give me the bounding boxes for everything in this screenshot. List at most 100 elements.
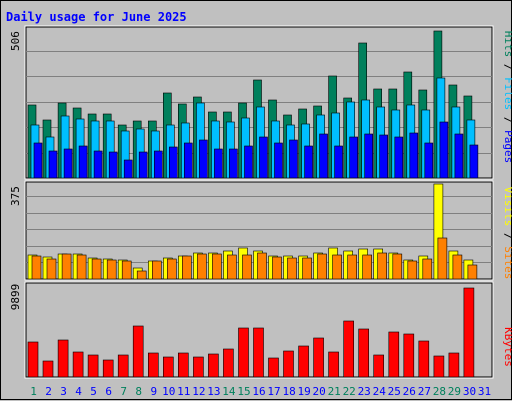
x-tick-label: 27 [418, 385, 431, 398]
bar-sites-day-30 [467, 264, 478, 280]
bar-kbytes-day-27 [418, 340, 430, 378]
bar-sites-day-1 [31, 255, 42, 280]
bar-pages-day-26 [409, 132, 419, 179]
bar-kbytes-day-1 [27, 341, 39, 378]
bar-kbytes-day-19 [298, 345, 309, 378]
x-tick-label: 2 [45, 385, 52, 398]
bar-sites-day-24 [377, 252, 388, 280]
x-tick-label: 4 [75, 385, 82, 398]
x-tick-label: 8 [135, 385, 142, 398]
x-tick-label: 3 [60, 385, 67, 398]
bar-sites-day-2 [46, 258, 57, 280]
bar-kbytes-day-22 [343, 320, 355, 378]
x-tick-label: 18 [282, 385, 295, 398]
x-tick-label: 13 [207, 385, 220, 398]
x-tick-label: 22 [343, 385, 356, 398]
series-pages [33, 121, 479, 179]
bar-pages-day-22 [349, 136, 359, 179]
bar-kbytes-day-18 [283, 350, 294, 378]
bar-pages-day-8 [138, 151, 148, 179]
bar-pages-day-30 [469, 144, 479, 179]
x-tick-label: 20 [312, 385, 325, 398]
x-tick-label: 7 [120, 385, 127, 398]
x-tick-label: 24 [373, 385, 387, 398]
bar-sites-day-23 [362, 254, 373, 280]
bar-kbytes-day-9 [148, 352, 159, 378]
bar-sites-day-18 [287, 257, 297, 280]
bar-pages-day-9 [154, 150, 163, 179]
bar-sites-day-8 [136, 270, 147, 280]
x-tick-label: 14 [222, 385, 236, 398]
chart-panels: 506 375 9899 [9, 25, 494, 379]
bar-pages-day-4 [78, 145, 88, 179]
x-tick-label: 31 [478, 385, 491, 398]
bar-pages-day-1 [33, 142, 43, 179]
bar-kbytes-day-14 [223, 348, 234, 378]
bar-kbytes-day-10 [163, 356, 174, 378]
x-tick-label: 11 [177, 385, 190, 398]
bar-pages-day-19 [304, 145, 313, 179]
x-tick-label: 5 [90, 385, 97, 398]
bar-kbytes-day-5 [87, 354, 99, 378]
axis-legends: Hits / Files / Pages Visits / Sites KBytes [502, 31, 512, 367]
bar-pages-day-11 [184, 142, 193, 179]
bar-sites-day-27 [422, 258, 433, 280]
bar-pages-day-17 [274, 142, 283, 179]
bar-kbytes-day-21 [328, 351, 339, 378]
series-kbytes [27, 287, 475, 378]
x-tick-label: 1 [30, 385, 37, 398]
panel-middle: 375 [9, 180, 494, 281]
bar-kbytes-day-20 [313, 337, 324, 378]
bar-sites-day-10 [167, 258, 177, 280]
bar-pages-day-5 [93, 150, 103, 179]
bar-kbytes-day-30 [463, 287, 475, 378]
bar-pages-day-6 [108, 151, 118, 179]
chart-title: Daily usage for June 2025 [6, 10, 187, 24]
x-tick-label: 25 [388, 385, 401, 398]
bar-kbytes-day-2 [42, 360, 54, 378]
bar-sites-day-3 [61, 253, 72, 280]
bar-sites-day-19 [302, 257, 312, 280]
x-tick-label: 10 [162, 385, 175, 398]
x-tick-label: 17 [267, 385, 280, 398]
bar-kbytes-day-16 [253, 327, 264, 378]
bar-pages-day-13 [214, 148, 223, 179]
bar-pages-day-28 [439, 121, 449, 179]
bar-kbytes-day-26 [403, 333, 415, 378]
bar-sites-day-17 [272, 256, 282, 280]
x-tick-labels: 1 2 3 4 5 6 7 8 9 10 11 12 13 14 15 16 17 18 19 20 21 22 23 24 2… [30, 385, 491, 398]
bar-sites-day-11 [182, 255, 192, 280]
x-tick-label: 26 [403, 385, 416, 398]
bar-sites-day-5 [91, 258, 102, 280]
x-tick-label: 12 [192, 385, 205, 398]
bar-sites-day-26 [407, 260, 418, 280]
bar-kbytes-day-24 [373, 354, 385, 378]
bar-sites-day-29 [452, 254, 463, 280]
bar-sites-day-25 [392, 253, 403, 280]
bar-kbytes-day-4 [72, 351, 84, 378]
legend-bottom: KBytes [502, 327, 512, 367]
legend-middle: Visits / Sites [502, 187, 512, 280]
bar-kbytes-day-17 [268, 357, 279, 378]
y-max-label-top: 506 [9, 31, 22, 51]
panel-border-bottom [24, 281, 494, 379]
bar-pages-day-15 [244, 145, 253, 179]
bar-sites-day-9 [152, 260, 162, 280]
panel-top: 506 [9, 25, 494, 180]
panel-bottom: 9899 [9, 281, 494, 379]
legend-top: Hits / Files / Pages [502, 31, 512, 164]
bar-kbytes-day-6 [102, 359, 114, 378]
bar-sites-day-28 [437, 237, 448, 280]
bar-kbytes-day-11 [178, 352, 189, 378]
bar-kbytes-day-28 [433, 355, 445, 378]
bar-sites-day-16 [257, 252, 267, 280]
y-max-label-bottom: 9899 [9, 284, 22, 311]
y-max-label-middle: 375 [9, 186, 22, 206]
bar-pages-day-7 [123, 159, 133, 179]
bar-sites-day-13 [212, 253, 222, 280]
bar-kbytes-day-3 [57, 339, 69, 378]
bar-sites-day-21 [332, 254, 342, 280]
x-tick-label: 9 [150, 385, 157, 398]
bar-pages-day-3 [63, 148, 73, 179]
